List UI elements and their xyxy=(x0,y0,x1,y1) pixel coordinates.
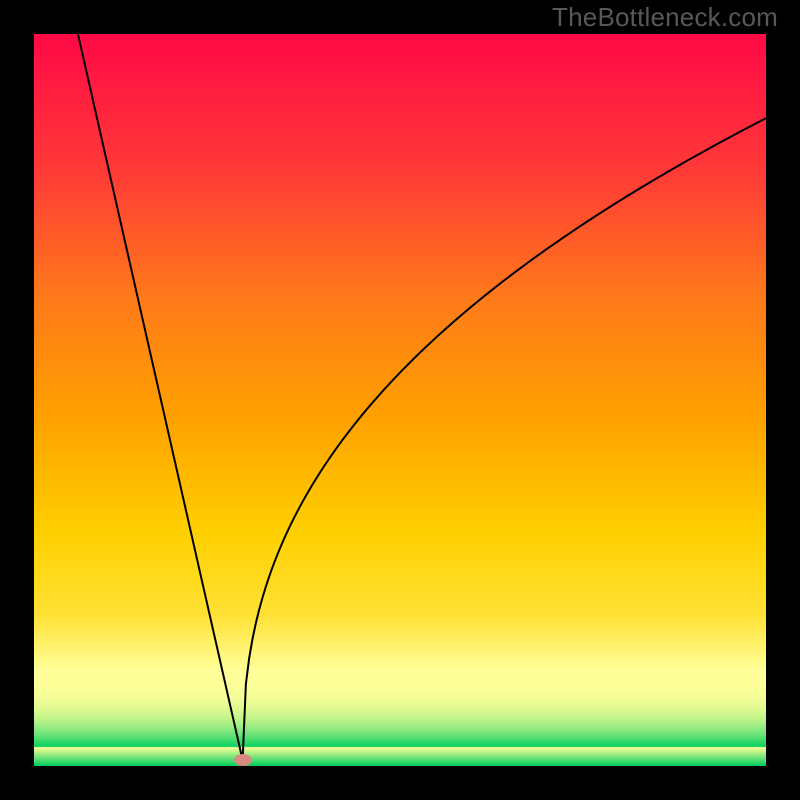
bottleneck-curve xyxy=(78,34,766,760)
plot-area xyxy=(34,34,766,766)
watermark-text: TheBottleneck.com xyxy=(552,0,778,30)
curve-layer xyxy=(34,34,766,766)
min-marker-dot xyxy=(234,754,252,766)
chart-stage: TheBottleneck.com xyxy=(0,0,800,800)
